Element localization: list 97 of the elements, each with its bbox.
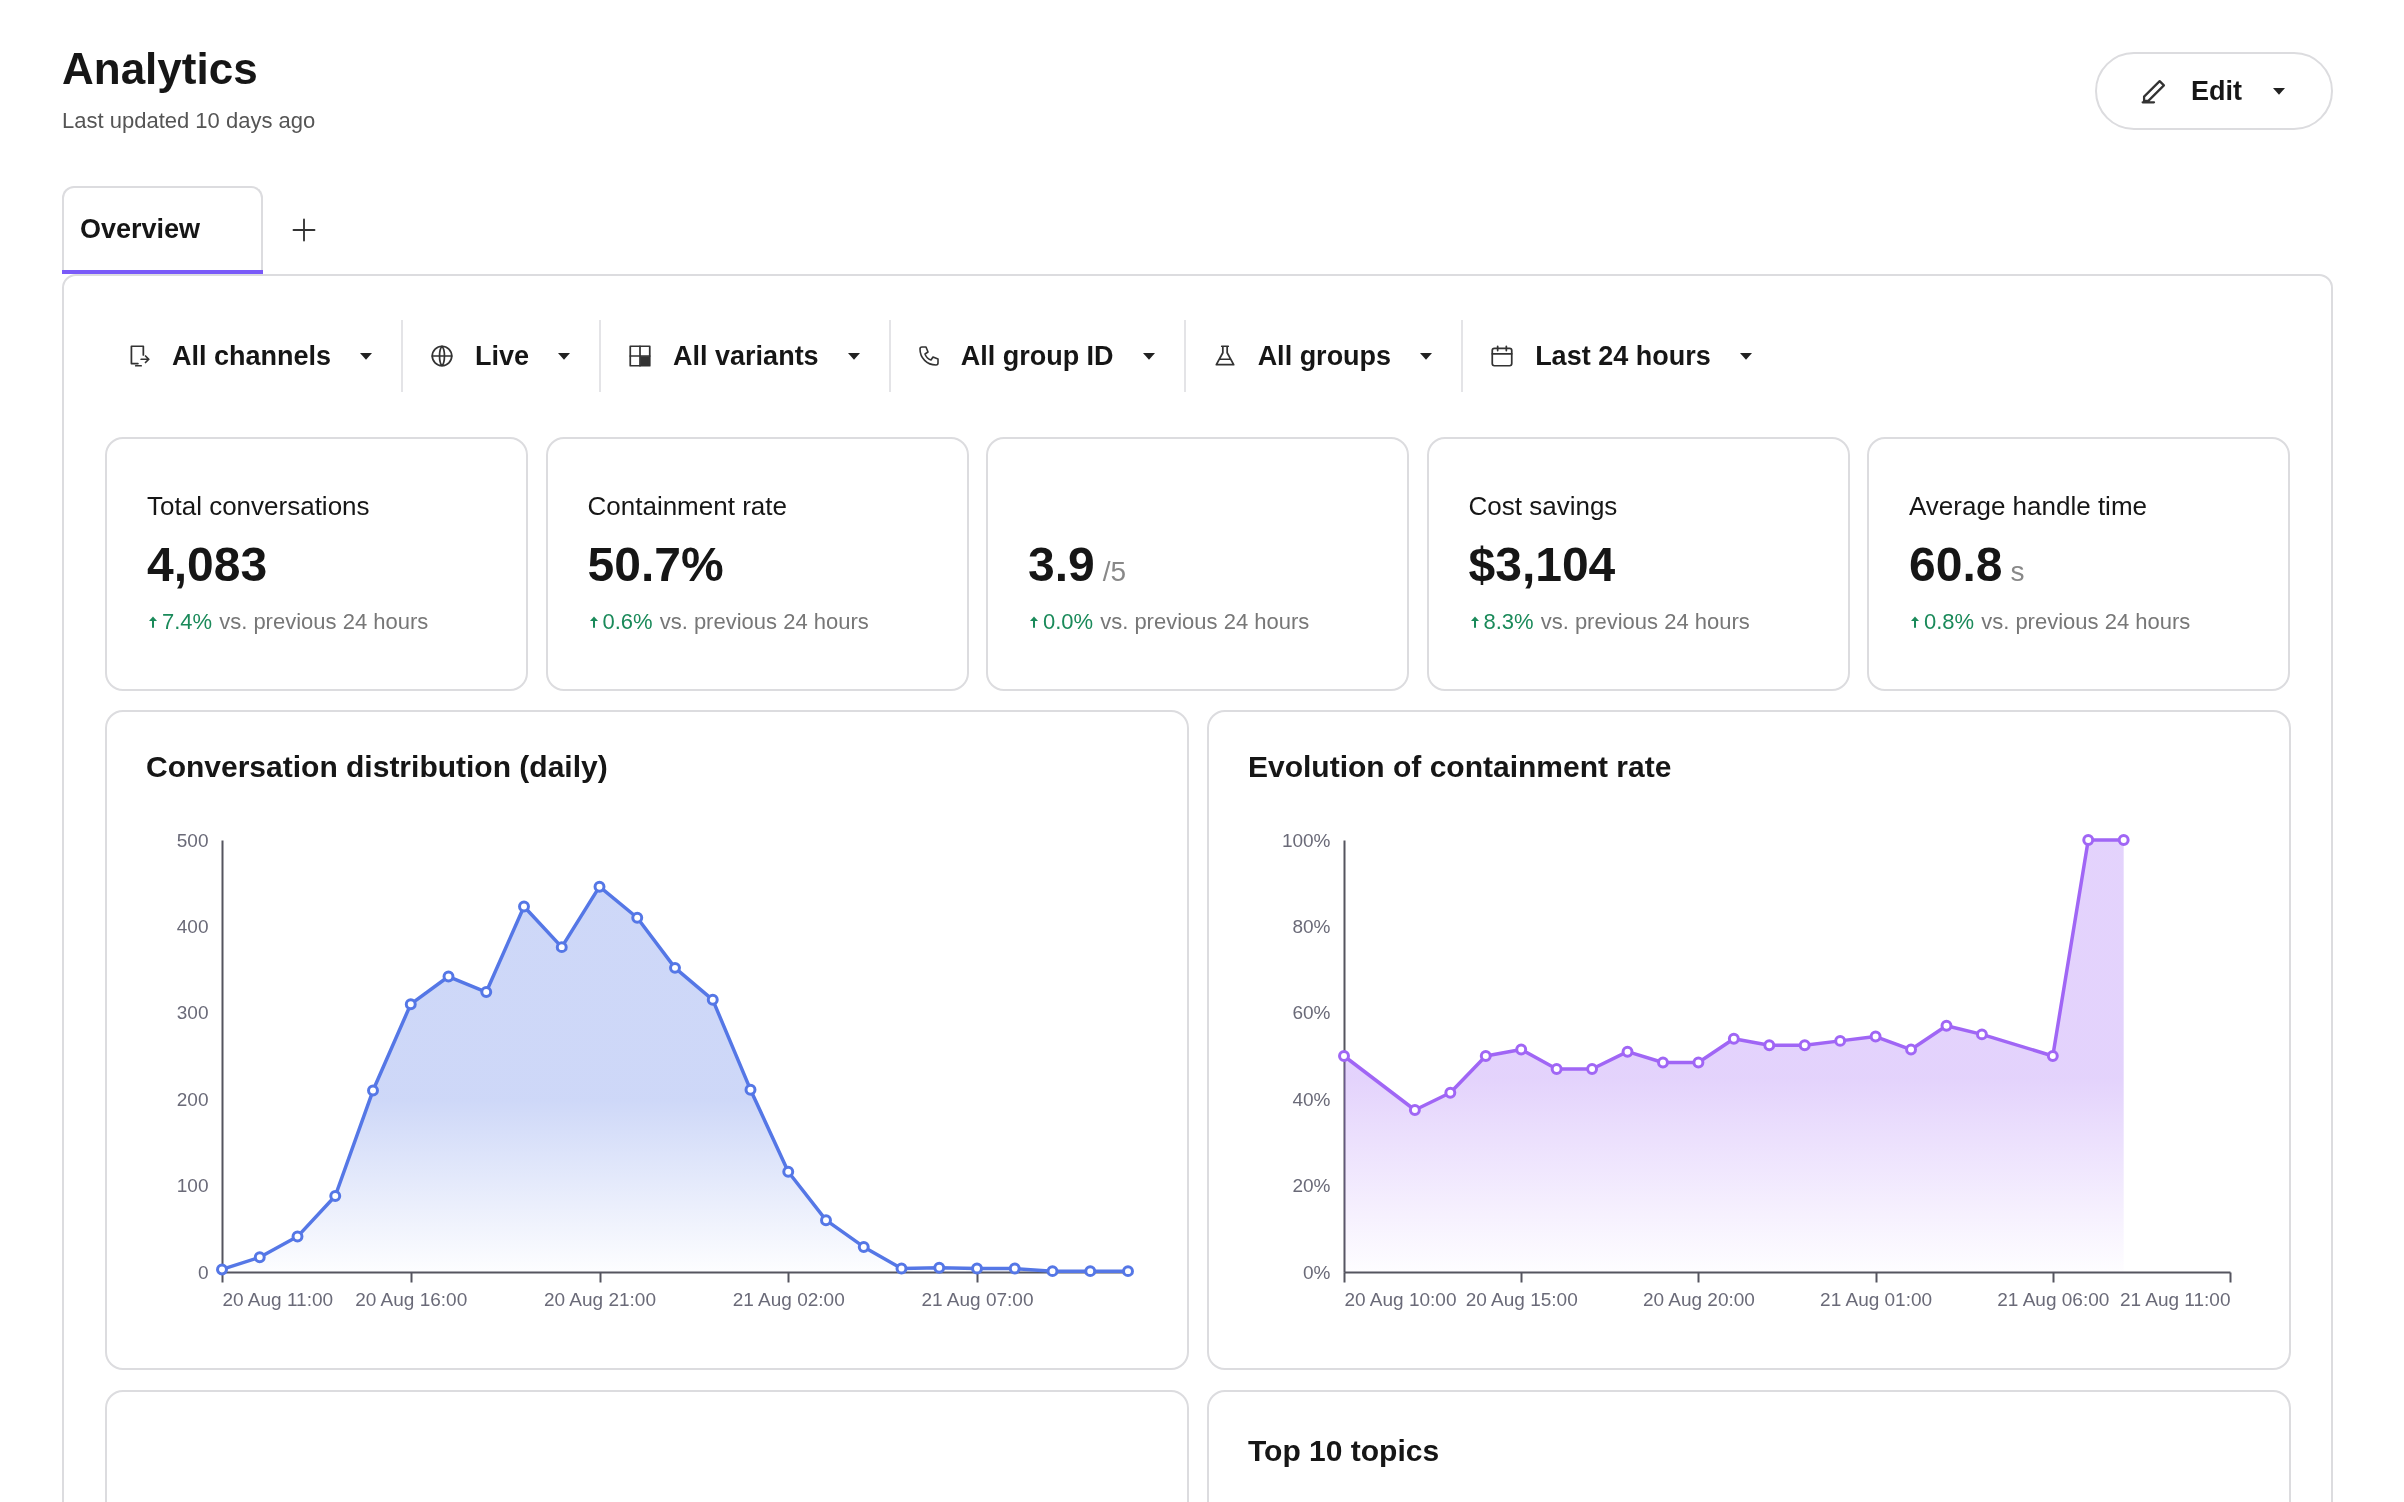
x-tick-label: 20 Aug 16:00	[355, 1288, 468, 1310]
point	[1692, 1056, 1705, 1069]
point	[1798, 1039, 1811, 1052]
y-tick-label: 0%	[1303, 1261, 1331, 1283]
text: All channels	[172, 340, 332, 372]
point	[367, 1084, 379, 1097]
text: 0.8%	[1924, 609, 1975, 635]
text: vs. previous 24 hours	[659, 609, 869, 634]
y-tick-label: 40%	[1292, 1088, 1331, 1110]
text: All groups	[1257, 340, 1392, 372]
point	[329, 1190, 342, 1202]
point	[1046, 1265, 1059, 1278]
point	[480, 986, 493, 999]
point	[933, 1261, 946, 1274]
y-tick-label: 100	[176, 1175, 209, 1197]
y-tick-label: 300	[176, 1002, 209, 1024]
point	[1550, 1063, 1563, 1075]
point	[1084, 1265, 1097, 1278]
point	[1621, 1045, 1634, 1058]
point	[1444, 1086, 1457, 1099]
point	[291, 1230, 304, 1243]
point	[593, 880, 606, 893]
point	[1975, 1028, 1988, 1041]
text: Overview	[80, 214, 201, 245]
x-tick-label: 20 Aug 10:00	[1344, 1288, 1457, 1310]
text: Cost savings	[1468, 491, 1618, 522]
y-tick-label: 20%	[1292, 1175, 1331, 1197]
y-tick-label: 60%	[1292, 1002, 1331, 1024]
text: 4,083	[147, 537, 268, 592]
text: Last updated 10 days ago	[62, 108, 316, 134]
text: Average handle time	[1909, 491, 2148, 522]
point	[253, 1251, 266, 1264]
text: Last 24 hours	[1535, 340, 1711, 372]
text: 7.4%	[162, 609, 213, 635]
point	[820, 1214, 832, 1227]
point	[1408, 1104, 1421, 1116]
point	[1763, 1039, 1776, 1052]
point	[782, 1165, 795, 1178]
text: Total conversations	[147, 491, 370, 522]
text: Analytics	[62, 44, 258, 94]
text: 0.6%	[602, 609, 653, 635]
point	[1727, 1032, 1740, 1045]
text: vs. previous 24 hours	[1100, 609, 1310, 634]
x-tick-label: 21 Aug 01:00	[1820, 1288, 1933, 1310]
x-tick-label: 21 Aug 02:00	[732, 1288, 845, 1310]
point	[555, 941, 568, 954]
point	[404, 998, 417, 1011]
point	[669, 961, 681, 974]
point	[895, 1262, 908, 1275]
point	[1008, 1262, 1021, 1275]
point	[971, 1262, 983, 1275]
x-tick-label: 20 Aug 15:00	[1465, 1288, 1578, 1310]
chart-title: Evolution of containment rate	[1248, 750, 1672, 784]
text: 3.9 /5	[1028, 537, 1127, 592]
point	[1834, 1034, 1847, 1047]
chart-title: Conversation distribution (daily)	[146, 750, 608, 784]
text: Top 10 topics	[1248, 1434, 1440, 1468]
point	[216, 1263, 228, 1276]
x-tick-label: 21 Aug 11:00	[2119, 1288, 2231, 1310]
y-tick-label: 500	[176, 829, 209, 851]
point	[1479, 1050, 1492, 1062]
text: Edit	[2191, 75, 2242, 107]
text: All variants	[673, 340, 819, 372]
text: Containment rate	[587, 491, 787, 522]
y-tick-label: 200	[176, 1088, 209, 1110]
y-tick-label: 400	[176, 915, 209, 937]
x-tick-label: 20 Aug 11:00	[222, 1288, 334, 1310]
text: 50.7%	[587, 537, 724, 592]
text: 0.0%	[1043, 609, 1094, 635]
point	[518, 900, 530, 913]
text: vs. previous 24 hours	[1540, 609, 1750, 634]
point	[631, 911, 644, 924]
point	[1940, 1019, 1953, 1032]
text: 8.3%	[1483, 609, 1534, 635]
point	[1122, 1265, 1134, 1278]
text: vs. previous 24 hours	[219, 609, 429, 634]
text: Live	[475, 340, 530, 372]
y-tick-label: 100%	[1281, 829, 1331, 851]
x-tick-label: 20 Aug 20:00	[1642, 1288, 1755, 1310]
point	[1515, 1043, 1528, 1056]
text: All group ID	[960, 340, 1114, 372]
text: 60.8 s	[1909, 537, 2025, 592]
point	[857, 1240, 870, 1253]
point	[706, 993, 719, 1006]
point	[744, 1083, 757, 1096]
x-tick-label: 20 Aug 21:00	[544, 1288, 656, 1310]
point	[1905, 1043, 1918, 1056]
point	[1656, 1056, 1669, 1069]
x-tick-label: 21 Aug 06:00	[1997, 1288, 2110, 1310]
text: $3,104	[1468, 537, 1616, 592]
point	[1869, 1030, 1882, 1043]
text: vs. previous 24 hours	[1981, 609, 2191, 634]
x-tick-label: 21 Aug 07:00	[921, 1288, 1034, 1310]
point	[1586, 1063, 1599, 1075]
point	[442, 970, 455, 983]
y-tick-label: 0	[197, 1261, 209, 1283]
y-tick-label: 80%	[1292, 915, 1331, 937]
